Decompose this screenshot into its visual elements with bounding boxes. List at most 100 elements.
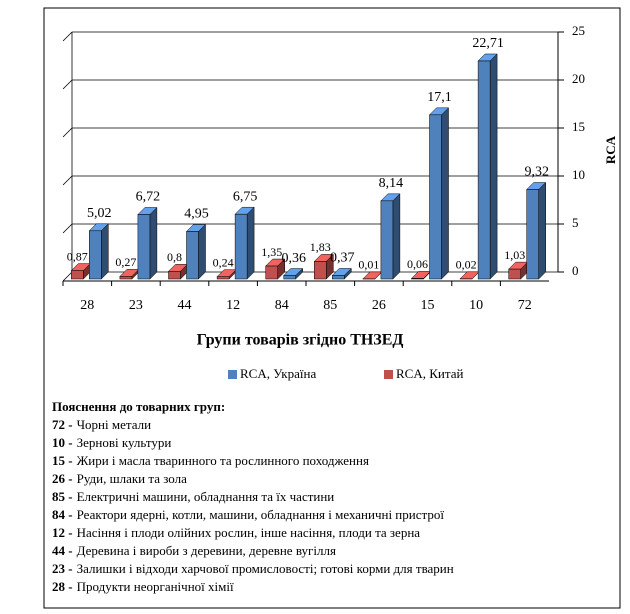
x-tick-label: 72 xyxy=(518,298,532,313)
data-label: 5,02 xyxy=(87,206,112,221)
bar xyxy=(137,206,158,280)
bar-front xyxy=(283,275,296,280)
notes-title: Пояснення до товарних груп: xyxy=(52,399,225,414)
note-line: 23 - Залишки і відходи харчової промислов… xyxy=(52,561,454,576)
legend-label: RCA, Україна xyxy=(240,366,316,381)
data-label: 1,83 xyxy=(310,240,331,254)
bar-side xyxy=(246,206,255,280)
y-tick-label: 20 xyxy=(572,71,585,86)
legend-swatch xyxy=(384,370,393,379)
legend-label: RCA, Китай xyxy=(396,366,463,381)
data-label: 0,02 xyxy=(456,258,477,272)
note-text: Продукти неорганічної хімії xyxy=(77,579,234,594)
y-axis-title: RCA xyxy=(603,135,618,164)
grid-line-side xyxy=(62,223,73,234)
x-tick-label: 28 xyxy=(80,298,94,313)
bar-front xyxy=(119,276,133,280)
bar-front xyxy=(314,261,327,280)
bar-side xyxy=(538,181,546,280)
x-axis-title: Групи товарів згідно ТНЗЕД xyxy=(197,332,404,349)
bar-front xyxy=(71,270,84,280)
note-text: Залишки і відходи харчової промисловості… xyxy=(77,561,454,576)
y-tick-label: 15 xyxy=(572,119,585,134)
legend-swatch xyxy=(228,370,237,379)
data-label: 0,24 xyxy=(213,255,234,269)
y-tick-label: 25 xyxy=(572,23,585,38)
bar-side xyxy=(198,223,206,280)
data-label: 0,36 xyxy=(281,251,306,266)
data-label: 1,35 xyxy=(261,245,282,259)
bar xyxy=(265,258,286,280)
note-code: 12 - xyxy=(52,525,73,540)
bar-front xyxy=(477,60,491,280)
note-line: 12 - Насіння і плоди олійних рослин, інше… xyxy=(52,525,420,540)
x-tick-label: 44 xyxy=(178,298,192,313)
bar xyxy=(428,107,450,280)
note-code: 84 - xyxy=(52,507,73,522)
data-label: 9,32 xyxy=(524,165,549,180)
note-line: 28 - Продукти неорганічної хімії xyxy=(52,579,234,594)
frame xyxy=(43,7,621,609)
bar xyxy=(185,223,207,280)
note-text: Руди, шлаки та зола xyxy=(77,471,188,486)
bar xyxy=(70,263,91,280)
note-text: Насіння і плоди олійних рослин, інше нас… xyxy=(77,525,421,540)
bar-front xyxy=(168,271,181,280)
data-label: 8,14 xyxy=(379,176,404,191)
bar xyxy=(526,181,547,280)
grid-line-side xyxy=(62,175,73,186)
x-tick-label: 10 xyxy=(469,298,483,313)
bar-front xyxy=(380,200,394,280)
data-label: 1,03 xyxy=(504,248,525,262)
data-label: 4,95 xyxy=(184,207,209,222)
note-text: Зернові культури xyxy=(77,435,172,450)
data-label: 17,1 xyxy=(427,90,452,105)
data-label: 6,75 xyxy=(233,189,258,204)
bar-side xyxy=(441,107,449,280)
bar-side xyxy=(101,223,109,280)
bar-front xyxy=(508,268,521,280)
note-text: Чорні метали xyxy=(77,417,151,432)
x-tick-label: 84 xyxy=(275,298,289,313)
grid-line-side xyxy=(62,79,73,90)
note-code: 15 - xyxy=(52,453,73,468)
bar xyxy=(167,263,189,280)
bar-front xyxy=(332,275,345,280)
grid-line-side xyxy=(62,127,73,138)
note-code: 23 - xyxy=(52,561,73,576)
data-label: 6,72 xyxy=(136,190,161,205)
bar-side xyxy=(149,206,158,280)
bar-front xyxy=(89,230,102,280)
note-code: 28 - xyxy=(52,579,73,594)
note-line: 84 - Реактори ядерні, котли, машини, обла… xyxy=(52,507,444,522)
bar-front xyxy=(234,213,248,280)
data-label: 0,37 xyxy=(330,251,355,266)
bar-front xyxy=(186,231,199,280)
note-code: 26 - xyxy=(52,471,73,486)
bar-front xyxy=(216,276,230,280)
note-text: Жири і масла тваринного та рослинного по… xyxy=(77,453,369,468)
note-line: 15 - Жири і масла тваринного та рослинног… xyxy=(52,453,369,468)
y-tick-label: 10 xyxy=(572,167,585,182)
data-label: 0,06 xyxy=(407,257,428,271)
note-text: Електричні машини, обладнання та їх част… xyxy=(77,489,335,504)
bar-front xyxy=(137,214,151,280)
note-line: 26 - Руди, шлаки та зола xyxy=(52,471,187,486)
bar-front xyxy=(526,189,539,280)
bar-side xyxy=(489,53,498,280)
note-text: Деревина і вироби з деревини, деревне ву… xyxy=(77,543,336,558)
note-code: 10 - xyxy=(52,435,73,450)
note-code: 72 - xyxy=(52,417,73,432)
bar-front xyxy=(429,114,442,280)
bar-side xyxy=(392,193,401,280)
bar xyxy=(380,193,401,280)
bar xyxy=(234,206,255,280)
y-tick-label: 5 xyxy=(572,215,579,230)
y-tick-label: 0 xyxy=(572,263,579,278)
bar xyxy=(313,253,334,280)
note-line: 10 - Зернові культури xyxy=(52,435,171,450)
bar xyxy=(283,267,304,280)
grid-line-side xyxy=(62,271,73,282)
x-tick-label: 15 xyxy=(421,298,435,313)
